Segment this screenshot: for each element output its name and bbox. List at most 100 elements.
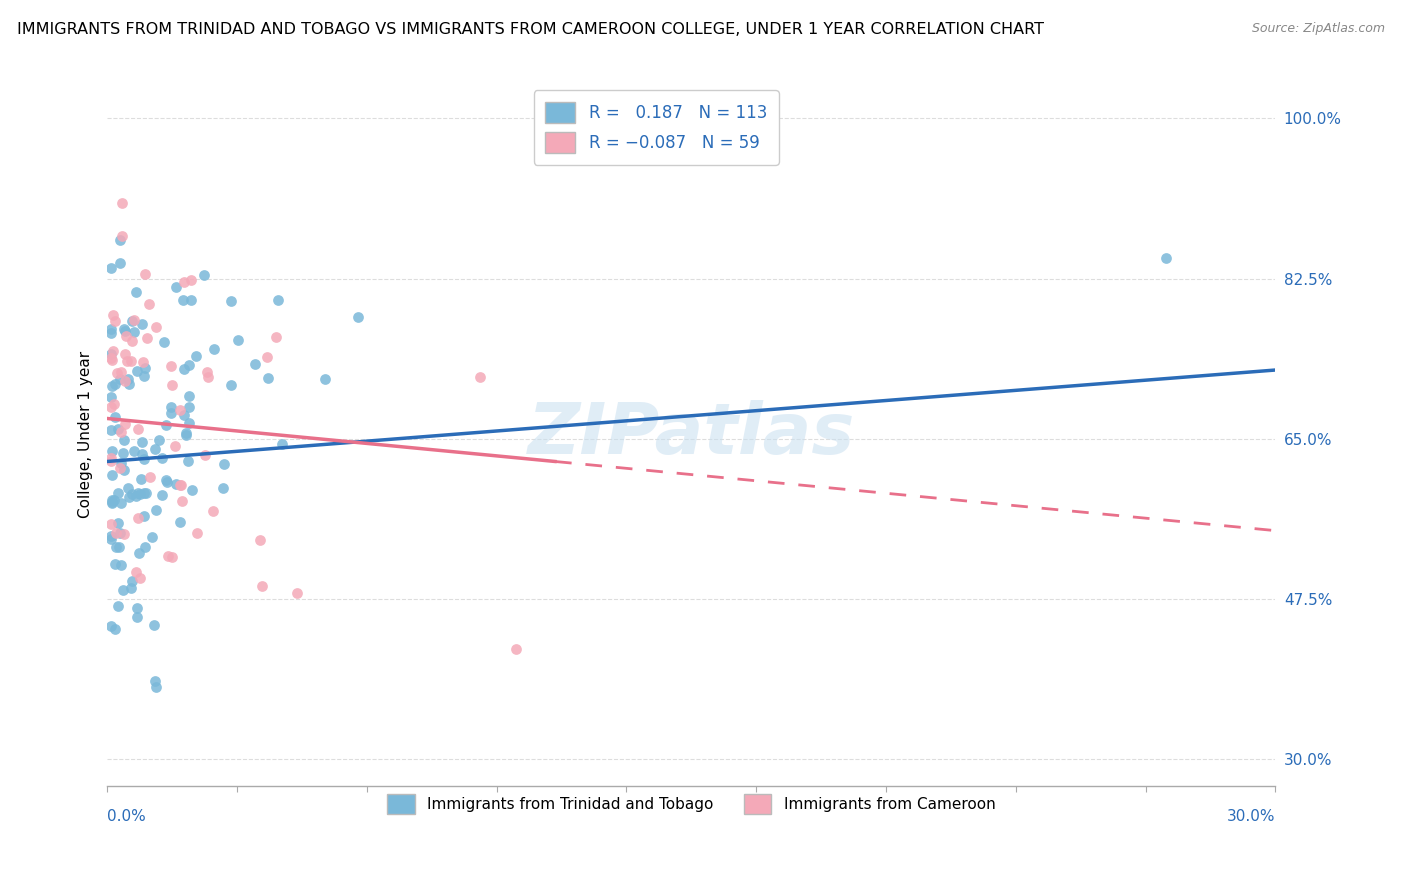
- Point: [105, 366, 128, 380]
- Point: [148, 433, 170, 447]
- Point: [172, 293, 194, 307]
- Point: [165, 279, 187, 293]
- Point: [156, 475, 179, 489]
- Point: [505, 642, 527, 657]
- Point: [110, 365, 132, 379]
- Point: [104, 558, 127, 572]
- Point: [174, 428, 197, 442]
- Point: [264, 330, 287, 344]
- Point: [111, 196, 134, 211]
- Point: [132, 508, 155, 523]
- Point: [128, 571, 150, 585]
- Point: [122, 444, 145, 458]
- Point: [101, 492, 124, 507]
- Point: [111, 229, 134, 244]
- Point: [101, 378, 124, 392]
- Point: [256, 350, 278, 364]
- Point: [249, 533, 271, 547]
- Point: [176, 426, 198, 441]
- Point: [132, 369, 155, 384]
- Point: [195, 365, 218, 379]
- Point: [110, 456, 132, 470]
- Point: [194, 448, 217, 462]
- Point: [139, 470, 162, 484]
- Point: [107, 516, 129, 530]
- Point: [136, 331, 159, 345]
- Point: [100, 322, 122, 336]
- Text: IMMIGRANTS FROM TRINIDAD AND TOBAGO VS IMMIGRANTS FROM CAMEROON COLLEGE, UNDER 1: IMMIGRANTS FROM TRINIDAD AND TOBAGO VS I…: [17, 22, 1043, 37]
- Point: [173, 362, 195, 376]
- Point: [129, 486, 152, 500]
- Point: [179, 400, 201, 414]
- Point: [124, 565, 146, 579]
- Point: [110, 461, 132, 475]
- Point: [110, 496, 132, 510]
- Point: [131, 317, 153, 331]
- Point: [177, 389, 200, 403]
- Point: [285, 586, 308, 600]
- Point: [108, 526, 131, 541]
- Point: [155, 473, 177, 487]
- Point: [104, 410, 127, 425]
- Point: [108, 372, 131, 386]
- Point: [219, 378, 242, 392]
- Point: [134, 541, 156, 555]
- Point: [135, 486, 157, 500]
- Point: [107, 599, 129, 613]
- Point: [100, 533, 122, 547]
- Point: [134, 486, 156, 500]
- Point: [114, 417, 136, 431]
- Point: [101, 308, 124, 322]
- Point: [145, 680, 167, 694]
- Point: [100, 260, 122, 275]
- Point: [252, 578, 274, 592]
- Point: [138, 297, 160, 311]
- Point: [153, 334, 176, 349]
- Point: [125, 600, 148, 615]
- Point: [156, 549, 179, 563]
- Point: [114, 375, 136, 389]
- Point: [266, 293, 288, 307]
- Point: [117, 481, 139, 495]
- Point: [100, 453, 122, 467]
- Text: ZIPatlas: ZIPatlas: [527, 400, 855, 468]
- Point: [105, 526, 128, 541]
- Point: [179, 359, 201, 373]
- Text: Source: ZipAtlas.com: Source: ZipAtlas.com: [1251, 22, 1385, 36]
- Point: [226, 333, 249, 347]
- Point: [165, 439, 187, 453]
- Point: [131, 355, 153, 369]
- Point: [170, 478, 193, 492]
- Point: [169, 515, 191, 529]
- Point: [160, 378, 183, 392]
- Point: [104, 540, 127, 554]
- Point: [145, 503, 167, 517]
- Point: [173, 408, 195, 422]
- Point: [128, 546, 150, 560]
- Point: [131, 434, 153, 449]
- Point: [212, 457, 235, 471]
- Point: [169, 403, 191, 417]
- Point: [121, 574, 143, 588]
- Point: [132, 451, 155, 466]
- Point: [127, 422, 149, 436]
- Point: [110, 425, 132, 439]
- Text: 30.0%: 30.0%: [1227, 809, 1275, 824]
- Point: [100, 326, 122, 340]
- Point: [112, 527, 135, 541]
- Point: [257, 371, 280, 385]
- Point: [112, 434, 135, 448]
- Point: [173, 276, 195, 290]
- Point: [107, 422, 129, 436]
- Point: [141, 530, 163, 544]
- Point: [201, 504, 224, 518]
- Point: [112, 322, 135, 336]
- Point: [103, 492, 125, 507]
- Point: [107, 485, 129, 500]
- Point: [152, 488, 174, 502]
- Point: [121, 313, 143, 327]
- Point: [125, 285, 148, 299]
- Legend: Immigrants from Trinidad and Tobago, Immigrants from Cameroon: Immigrants from Trinidad and Tobago, Imm…: [377, 783, 1007, 824]
- Point: [100, 390, 122, 404]
- Point: [160, 406, 183, 420]
